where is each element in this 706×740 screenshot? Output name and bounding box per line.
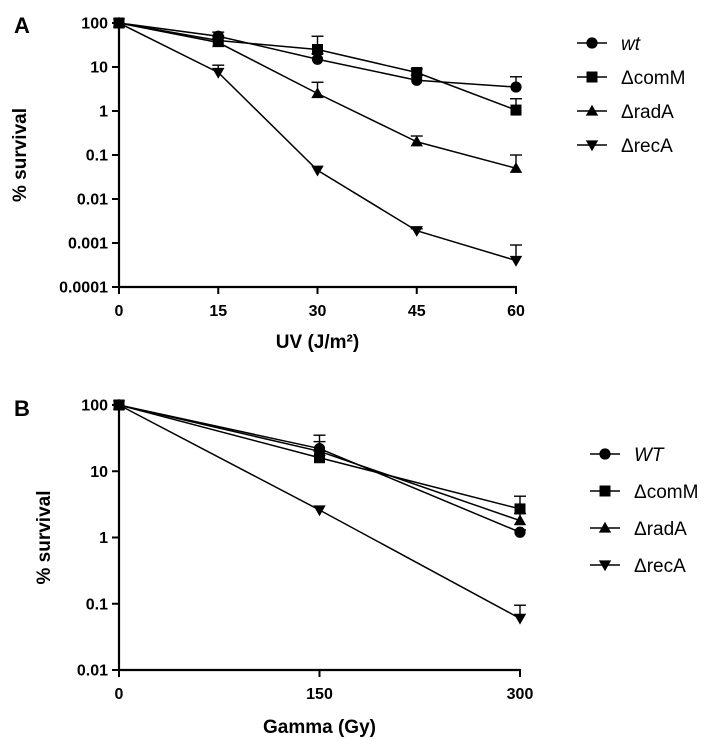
series-circle: [113, 17, 522, 93]
y-tick-label: 1: [99, 530, 108, 547]
y-tick-label: 1: [99, 104, 108, 121]
data-point: [112, 18, 126, 30]
legend: wt ΔcomM ΔradA ΔrecA: [577, 34, 685, 157]
x-tick-label: 45: [408, 303, 426, 320]
y-tick-label: 100: [81, 16, 108, 33]
legend-item: WT: [590, 445, 665, 466]
y-axis-title: % survival: [10, 108, 31, 202]
legend-marker: [599, 448, 611, 460]
legend-label: ΔradA: [634, 519, 687, 540]
panel-label: A: [14, 13, 30, 38]
legend-label: ΔcomM: [621, 68, 685, 89]
legend-marker: [598, 560, 612, 572]
y-tick-label: 10: [90, 464, 108, 481]
data-point: [112, 400, 126, 412]
x-axis-title: UV (J/m²): [276, 332, 359, 353]
panel-label: B: [14, 396, 30, 421]
data-point: [510, 81, 522, 93]
legend-item: ΔrecA: [590, 556, 686, 577]
data-point: [410, 135, 423, 147]
legend-marker: [586, 37, 598, 49]
data-point: [314, 452, 325, 464]
legend-marker: [599, 485, 611, 497]
data-point: [513, 514, 527, 526]
data-point: [510, 104, 522, 116]
data-point: [313, 445, 326, 456]
data-point: [513, 613, 527, 625]
y-tick-label: 0.1: [86, 596, 108, 613]
y-axis-title: % survival: [34, 491, 55, 585]
x-tick-label: 150: [306, 686, 333, 703]
y-tick-label: 0.001: [68, 236, 108, 253]
data-point: [311, 87, 324, 99]
data-point: [410, 226, 423, 237]
legend-marker: [598, 521, 612, 533]
data-point: [411, 66, 423, 78]
series-square: [113, 17, 522, 116]
legend-item: ΔradA: [590, 519, 687, 540]
legend: WT ΔcomM ΔradA ΔrecA: [590, 445, 698, 577]
data-point: [212, 67, 225, 79]
data-point: [514, 503, 526, 515]
x-axis-title: Gamma (Gy): [263, 717, 376, 738]
data-point: [313, 505, 326, 517]
x-tick-label: 0: [115, 303, 124, 320]
legend-marker: [585, 140, 599, 152]
series-triangle-up: [112, 398, 527, 526]
x-tick-label: 0: [115, 686, 124, 703]
x-tick-label: 30: [309, 303, 327, 320]
legend-label: WT: [634, 445, 665, 466]
legend-label: ΔcomM: [634, 482, 698, 503]
legend-label: ΔrecA: [634, 556, 686, 577]
data-point: [514, 526, 526, 538]
legend-item: ΔradA: [577, 102, 674, 123]
chart-panel-b: B 100 10 1 0.1 0.01 0 150 300 Gamma (Gy) % surviva…: [14, 396, 698, 738]
y-tick-label: 0.01: [77, 663, 108, 680]
legend-item: wt: [577, 34, 641, 55]
y-tick-label: 0.1: [86, 148, 108, 165]
legend-label: ΔrecA: [621, 136, 673, 157]
data-point: [311, 53, 324, 65]
legend-item: ΔrecA: [577, 136, 673, 157]
series-triangle-down: [112, 18, 523, 267]
legend-marker: [586, 71, 598, 83]
series-triangle-down: [112, 400, 527, 625]
legend-label: ΔradA: [621, 102, 674, 123]
data-point: [311, 165, 324, 177]
legend-item: ΔcomM: [590, 482, 698, 503]
x-tick-label: 60: [507, 303, 525, 320]
chart-panel-a: A 100 10 1 0.1 0.01 0.001 0.0001 0 15 30 45 60 UV (J/…: [10, 13, 685, 353]
data-point: [509, 162, 523, 173]
x-tick-label: 300: [507, 686, 534, 703]
y-tick-label: 100: [81, 398, 108, 415]
y-tick-label: 0.0001: [59, 280, 108, 297]
legend-item: ΔcomM: [577, 68, 685, 89]
data-point: [212, 36, 225, 48]
data-point: [312, 43, 323, 55]
legend-marker: [585, 104, 599, 116]
data-point: [509, 255, 523, 267]
legend-label: wt: [621, 34, 641, 55]
y-tick-label: 10: [90, 60, 108, 77]
y-tick-label: 0.01: [77, 192, 108, 209]
x-tick-label: 15: [209, 303, 227, 320]
